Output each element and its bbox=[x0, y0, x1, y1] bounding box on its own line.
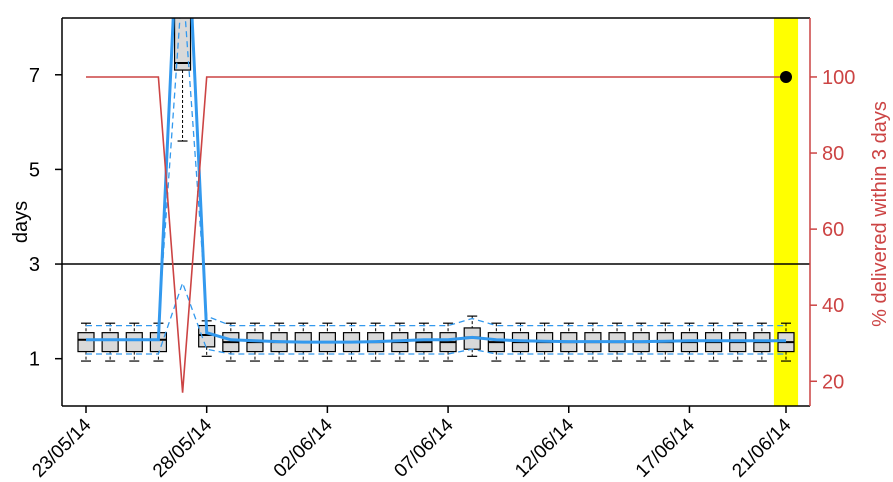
y-tick-label: 5 bbox=[29, 159, 40, 181]
x-tick-label: 28/05/14 bbox=[149, 414, 216, 481]
box-body bbox=[173, 18, 192, 71]
y-tick-label: 3 bbox=[29, 254, 40, 276]
x-tick-label: 23/05/14 bbox=[28, 414, 95, 481]
median-line bbox=[86, 18, 786, 344]
box-4 bbox=[173, 18, 192, 142]
x-tick-label: 07/06/14 bbox=[390, 414, 457, 481]
box-body bbox=[125, 332, 143, 353]
y2-tick-label: 20 bbox=[822, 371, 844, 393]
box-0 bbox=[77, 322, 95, 362]
box-body bbox=[77, 332, 95, 353]
y2-tick-label: 40 bbox=[822, 295, 844, 317]
box-17 bbox=[487, 322, 505, 362]
upper-dashed-line bbox=[86, 18, 786, 327]
x-tick-label: 02/06/14 bbox=[270, 414, 337, 481]
y2-axis-label: % delivered within 3 days bbox=[869, 101, 891, 327]
y-axis-label: days bbox=[10, 201, 32, 243]
y2-tick-label: 100 bbox=[822, 67, 855, 89]
box-14 bbox=[415, 322, 433, 362]
y-tick-label: 1 bbox=[29, 349, 40, 371]
highlight-point bbox=[780, 70, 792, 83]
percent-line bbox=[86, 76, 786, 393]
y-tick-label: 7 bbox=[29, 65, 40, 87]
x-tick-label: 12/06/14 bbox=[511, 414, 578, 481]
x-tick-label: 21/06/14 bbox=[728, 414, 795, 481]
box-15 bbox=[439, 322, 457, 362]
box-2 bbox=[125, 322, 143, 362]
box-1 bbox=[101, 322, 119, 362]
lower-dashed-line bbox=[86, 281, 786, 355]
y2-tick-label: 60 bbox=[822, 219, 844, 241]
y2-tick-label: 80 bbox=[822, 143, 844, 165]
box-6 bbox=[222, 322, 240, 362]
x-tick-label: 17/06/14 bbox=[632, 414, 699, 481]
box-body bbox=[101, 332, 119, 353]
